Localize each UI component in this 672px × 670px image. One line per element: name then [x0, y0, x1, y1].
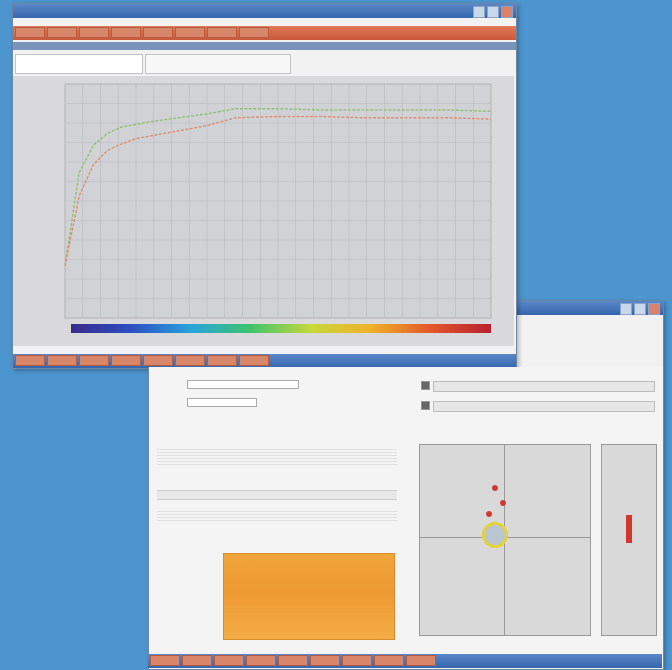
series-line-2	[64, 115, 492, 267]
series-line-1	[64, 108, 492, 267]
toolbar-button[interactable]	[111, 27, 141, 38]
detail-content	[148, 367, 664, 668]
status-button[interactable]	[246, 655, 276, 666]
table-row[interactable]	[157, 518, 397, 521]
side-plot[interactable]	[601, 444, 657, 636]
table-row[interactable]	[157, 459, 397, 462]
toolbar-button[interactable]	[47, 27, 77, 38]
heat-map-panel[interactable]	[223, 553, 395, 640]
tab-settings[interactable]	[145, 54, 291, 74]
target-plot[interactable]	[419, 444, 591, 636]
table-cell	[205, 462, 253, 465]
hit-marker-icon	[486, 511, 492, 517]
table-cell	[349, 462, 397, 465]
status-button[interactable]	[143, 355, 173, 366]
table-cell	[157, 462, 205, 465]
table-row[interactable]	[157, 515, 397, 518]
status-button[interactable]	[111, 355, 141, 366]
hit-marker-icon	[492, 485, 498, 491]
minimize-icon[interactable]	[473, 6, 485, 18]
status-button[interactable]	[79, 355, 109, 366]
status-button[interactable]	[182, 655, 212, 666]
status-button[interactable]	[278, 655, 308, 666]
color-scale-bar	[71, 324, 491, 333]
toolbar-button[interactable]	[143, 27, 173, 38]
option-bar	[433, 381, 655, 392]
table-cell	[301, 518, 349, 521]
table-row[interactable]	[157, 453, 397, 456]
toolbar-button[interactable]	[207, 27, 237, 38]
maximize-icon[interactable]	[634, 303, 646, 315]
status-button[interactable]	[342, 655, 372, 666]
toolbar-button[interactable]	[175, 27, 205, 38]
status-button[interactable]	[175, 355, 205, 366]
status-button[interactable]	[207, 355, 237, 366]
table-header-row	[157, 509, 397, 512]
close-icon[interactable]	[501, 6, 513, 18]
minimize-icon[interactable]	[620, 303, 632, 315]
tab-chart[interactable]	[15, 54, 143, 74]
target-ring-icon	[482, 522, 508, 548]
table-cell	[301, 462, 349, 465]
toolbar-button[interactable]	[15, 27, 45, 38]
detail-field[interactable]	[187, 398, 257, 407]
table-cell	[349, 518, 397, 521]
close-icon[interactable]	[648, 303, 660, 315]
toolbar-button[interactable]	[239, 27, 269, 38]
table-cell	[157, 518, 205, 521]
results-table	[157, 447, 397, 465]
table-row[interactable]	[157, 462, 397, 465]
line-chart	[13, 76, 514, 346]
status-button[interactable]	[406, 655, 436, 666]
status-button[interactable]	[150, 655, 180, 666]
status-button[interactable]	[374, 655, 404, 666]
status-button[interactable]	[47, 355, 77, 366]
status-button[interactable]	[239, 355, 269, 366]
option-checkbox[interactable]	[421, 401, 430, 410]
option-checkbox[interactable]	[421, 381, 430, 390]
table-cell	[253, 462, 301, 465]
status-button[interactable]	[214, 655, 244, 666]
table-header-row	[157, 447, 397, 450]
maximize-icon[interactable]	[487, 6, 499, 18]
main-toolbar	[13, 26, 516, 40]
table-divider	[157, 490, 397, 500]
table-row[interactable]	[157, 450, 397, 453]
main-tabs	[15, 54, 291, 74]
detail-status-bar	[148, 654, 662, 668]
main-window-titlebar[interactable]	[13, 4, 516, 18]
table-cell	[253, 518, 301, 521]
status-button[interactable]	[310, 655, 340, 666]
side-plot-marker	[626, 515, 632, 543]
table-cell	[205, 518, 253, 521]
option-bar	[433, 401, 655, 412]
hit-marker-icon	[500, 500, 506, 506]
sub-strip	[13, 42, 516, 50]
toolbar-button[interactable]	[79, 27, 109, 38]
summary-table	[157, 509, 397, 521]
table-row[interactable]	[157, 512, 397, 515]
status-button[interactable]	[15, 355, 45, 366]
main-window	[12, 3, 517, 369]
detail-field[interactable]	[187, 380, 299, 389]
main-status-bar	[13, 354, 516, 368]
table-row[interactable]	[157, 456, 397, 459]
